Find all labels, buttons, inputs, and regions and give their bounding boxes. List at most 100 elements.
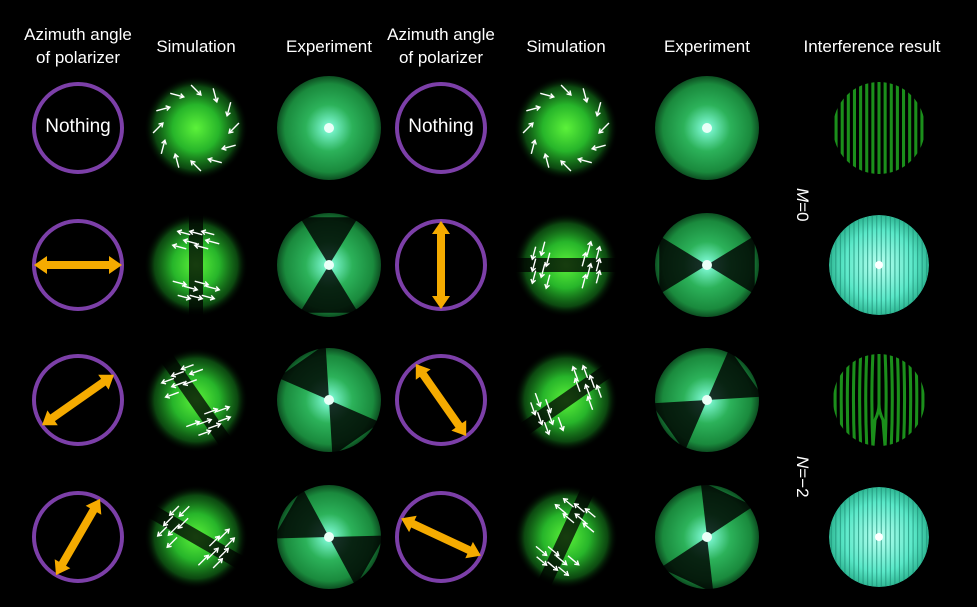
vector-arrow-shaft xyxy=(530,140,536,154)
vector-arrow xyxy=(168,505,180,517)
vector-arrow xyxy=(530,246,537,261)
vector-arrow-head xyxy=(587,262,593,269)
vector-arrow xyxy=(562,513,575,524)
vector-arrow-head xyxy=(554,503,560,510)
vector-arrow-shaft xyxy=(201,230,215,236)
vector-arrow-shaft xyxy=(208,423,221,430)
vector-arrow xyxy=(573,502,585,513)
label-n-minus2: N=−2 xyxy=(793,456,812,498)
vector-arrow-head xyxy=(188,229,195,236)
simulation-right-2 xyxy=(506,213,626,317)
vector-arrow-shaft xyxy=(582,522,595,533)
vector-arrow-shaft xyxy=(205,285,220,291)
polarizer-column xyxy=(32,82,487,583)
vector-arrow-head xyxy=(173,152,179,159)
vector-arrow-shaft xyxy=(204,408,218,415)
vector-arrow-shaft xyxy=(530,402,536,415)
vector-arrow-head xyxy=(156,531,163,537)
vector-arrow-head xyxy=(179,93,186,99)
simulation-column xyxy=(140,76,626,595)
vector-arrow-head xyxy=(206,417,213,424)
vector-arrow xyxy=(217,415,232,423)
polarizer-right-2 xyxy=(395,219,487,311)
vector-arrow-shaft xyxy=(574,513,587,524)
vector-arrow-head xyxy=(562,497,569,504)
vector-arrow xyxy=(224,537,236,548)
vector-arrow-head xyxy=(560,160,566,166)
vector-arrow-shaft xyxy=(586,241,592,256)
dark-lobe xyxy=(707,348,763,400)
vector-arrow-head xyxy=(542,550,548,557)
vector-arrow xyxy=(595,257,602,272)
vector-arrow-shaft xyxy=(190,84,202,96)
vector-arrow xyxy=(176,229,191,236)
vector-arrow-head xyxy=(581,364,588,371)
vector-arrow-head xyxy=(595,245,602,252)
vector-arrow-head xyxy=(598,128,604,134)
fringe-line xyxy=(908,354,913,446)
polarizer-ring xyxy=(395,491,487,583)
header-azimuth-line1-right: Azimuth angle xyxy=(387,25,495,44)
vector-arrow xyxy=(167,524,179,537)
fringe-line xyxy=(883,354,888,446)
vector-arrow xyxy=(189,294,204,301)
vector-arrow-shaft xyxy=(183,379,197,386)
vector-arrow xyxy=(180,364,194,371)
beam-center-spot xyxy=(702,260,712,270)
beam-center-spot xyxy=(324,532,334,542)
vector-arrow xyxy=(208,422,222,430)
vector-arrow-shaft xyxy=(226,102,232,116)
vector-arrow xyxy=(204,238,220,245)
vector-arrow-head xyxy=(161,138,167,145)
vector-arrow-head xyxy=(530,266,537,273)
vector-arrow-shaft xyxy=(224,537,235,548)
vector-arrow-head xyxy=(573,502,580,509)
vector-arrow-shaft xyxy=(582,365,589,379)
vector-arrow-head xyxy=(539,250,545,257)
vector-arrow-shaft xyxy=(531,270,537,284)
vector-arrow xyxy=(166,536,178,549)
vector-arrow-head xyxy=(576,157,583,163)
vector-arrow-head xyxy=(584,508,590,514)
fringe-line xyxy=(902,354,907,446)
vector-arrow xyxy=(582,522,595,533)
nothing-label-left: Nothing xyxy=(45,116,111,137)
dark-lobe xyxy=(651,400,707,452)
vector-arrow xyxy=(526,105,542,112)
vector-arrow-shaft xyxy=(574,503,585,513)
interference-sim-m0 xyxy=(833,82,925,174)
fringe-center-spot xyxy=(875,533,883,541)
vector-arrow-shaft xyxy=(557,566,569,576)
beam-center-spot xyxy=(702,532,712,542)
vector-arrow-shaft xyxy=(560,160,572,172)
vector-arrow-head xyxy=(181,281,188,287)
vector-arrow xyxy=(598,122,610,134)
vector-arrow-shaft xyxy=(228,122,240,134)
vector-arrow-head xyxy=(588,374,594,381)
simulation-left-4 xyxy=(140,485,252,589)
experiment-left-4 xyxy=(273,485,385,589)
experiment-right-3 xyxy=(651,348,763,452)
simulated-beam xyxy=(144,76,248,180)
vector-arrow-head xyxy=(177,523,183,530)
vector-arrow-shaft xyxy=(567,555,580,566)
column-headers: Azimuth angle of polarizer Simulation Ex… xyxy=(24,25,941,67)
vector-arrow xyxy=(198,429,212,436)
vector-arrow-shaft xyxy=(198,430,211,436)
vector-arrow-shaft xyxy=(218,547,229,559)
vector-arrow-shaft xyxy=(543,421,550,435)
vector-arrow xyxy=(595,102,602,118)
experiment-right-2 xyxy=(655,213,759,317)
vector-arrow-shaft xyxy=(563,498,575,508)
header-azimuth-line1-left: Azimuth angle xyxy=(24,25,132,44)
vector-arrow-shaft xyxy=(177,517,189,529)
vector-arrow-head xyxy=(220,145,227,151)
polarizer-axis-arrow xyxy=(415,364,467,436)
vector-arrow-head xyxy=(203,281,210,287)
vector-arrow-shaft xyxy=(152,122,164,134)
vector-arrow-shaft xyxy=(540,92,554,98)
vector-arrow xyxy=(215,405,231,413)
dark-lobe xyxy=(700,481,754,537)
vector-arrow-head xyxy=(212,407,219,414)
vector-arrow-shaft xyxy=(596,102,602,116)
